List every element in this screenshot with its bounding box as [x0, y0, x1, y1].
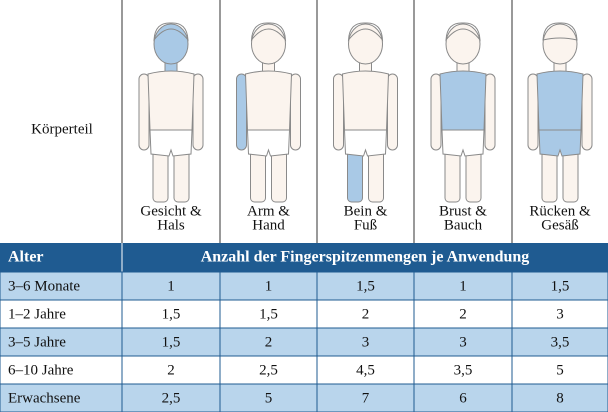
table-value: 5 — [265, 390, 273, 406]
figure-pants — [248, 130, 290, 156]
table-value: 1 — [459, 278, 467, 294]
table-value: 1,5 — [356, 278, 375, 294]
figure-arm — [388, 74, 398, 150]
table-value: 2 — [265, 334, 273, 350]
figure-leg — [272, 150, 287, 202]
table-value: 1 — [265, 278, 273, 294]
table-value: 1,5 — [162, 306, 181, 322]
row-label: Körperteil — [31, 121, 93, 137]
table-value: 4,5 — [356, 362, 375, 378]
table-value: 8 — [556, 390, 564, 406]
figure-leg — [153, 150, 168, 202]
figure-pants — [345, 130, 387, 156]
figure-torso — [440, 71, 486, 130]
age-label: 6–10 Jahre — [8, 362, 74, 378]
table-value: 5 — [556, 362, 564, 378]
table-value: 3 — [362, 334, 370, 350]
age-label: 3–6 Monate — [8, 278, 80, 294]
table-value: 2 — [362, 306, 370, 322]
table-value: 2 — [459, 306, 467, 322]
figure-leg — [369, 150, 384, 202]
table-value: 3,5 — [551, 334, 570, 350]
figure-head — [154, 24, 188, 64]
body-part-label: Fuß — [354, 217, 377, 233]
figure-head — [252, 24, 286, 64]
table-value: 7 — [362, 390, 370, 406]
figure-torso — [537, 71, 583, 130]
figure-leg — [466, 150, 481, 202]
figure-leg — [348, 150, 363, 202]
figure-pants — [150, 130, 192, 156]
column-header: Alter — [8, 249, 44, 266]
figure-arm — [485, 74, 495, 150]
body-part-label: Hand — [252, 217, 285, 233]
figure-arm — [291, 74, 301, 150]
table-value: 2 — [167, 362, 175, 378]
figure-leg — [251, 150, 266, 202]
table-value: 1 — [167, 278, 175, 294]
figure-arm — [237, 74, 247, 150]
table-value: 1,5 — [162, 334, 181, 350]
body-part-label: Gesäß — [541, 217, 579, 233]
table-value: 1,5 — [259, 306, 278, 322]
figure-leg — [542, 150, 557, 202]
figure-torso — [148, 71, 194, 130]
age-label: Erwachsene — [8, 390, 81, 406]
figure-arm — [334, 74, 344, 150]
figure-head — [349, 24, 383, 64]
figure-arm — [582, 74, 592, 150]
page: Körperteil Gesicht &HalsArm &HandBein &F… — [0, 0, 608, 412]
figure-leg — [445, 150, 460, 202]
age-label: 3–5 Jahre — [8, 334, 66, 350]
table-value: 3,5 — [454, 362, 473, 378]
figure-arm — [139, 74, 149, 150]
figure-torso — [343, 71, 389, 130]
table-value: 3 — [459, 334, 467, 350]
body-part-label: Hals — [157, 217, 185, 233]
figure-arm — [528, 74, 538, 150]
figure-leg — [563, 150, 578, 202]
figure-arm — [193, 74, 203, 150]
table-value: 2,5 — [259, 362, 278, 378]
figure-arm — [431, 74, 441, 150]
age-label: 1–2 Jahre — [8, 306, 66, 322]
figure-leg — [174, 150, 189, 202]
figure-pants — [539, 130, 581, 156]
table-value: 2,5 — [162, 390, 181, 406]
figure-head — [446, 24, 480, 64]
figure-pants — [442, 130, 484, 156]
figure-head — [543, 24, 577, 64]
table-value: 1,5 — [551, 278, 570, 294]
figure-torso — [246, 71, 292, 130]
body-part-label: Bauch — [444, 217, 483, 233]
table-value: 6 — [459, 390, 467, 406]
column-header: Anzahl der Fingerspitzenmengen je Anwend… — [201, 249, 530, 266]
table-value: 3 — [556, 306, 564, 322]
